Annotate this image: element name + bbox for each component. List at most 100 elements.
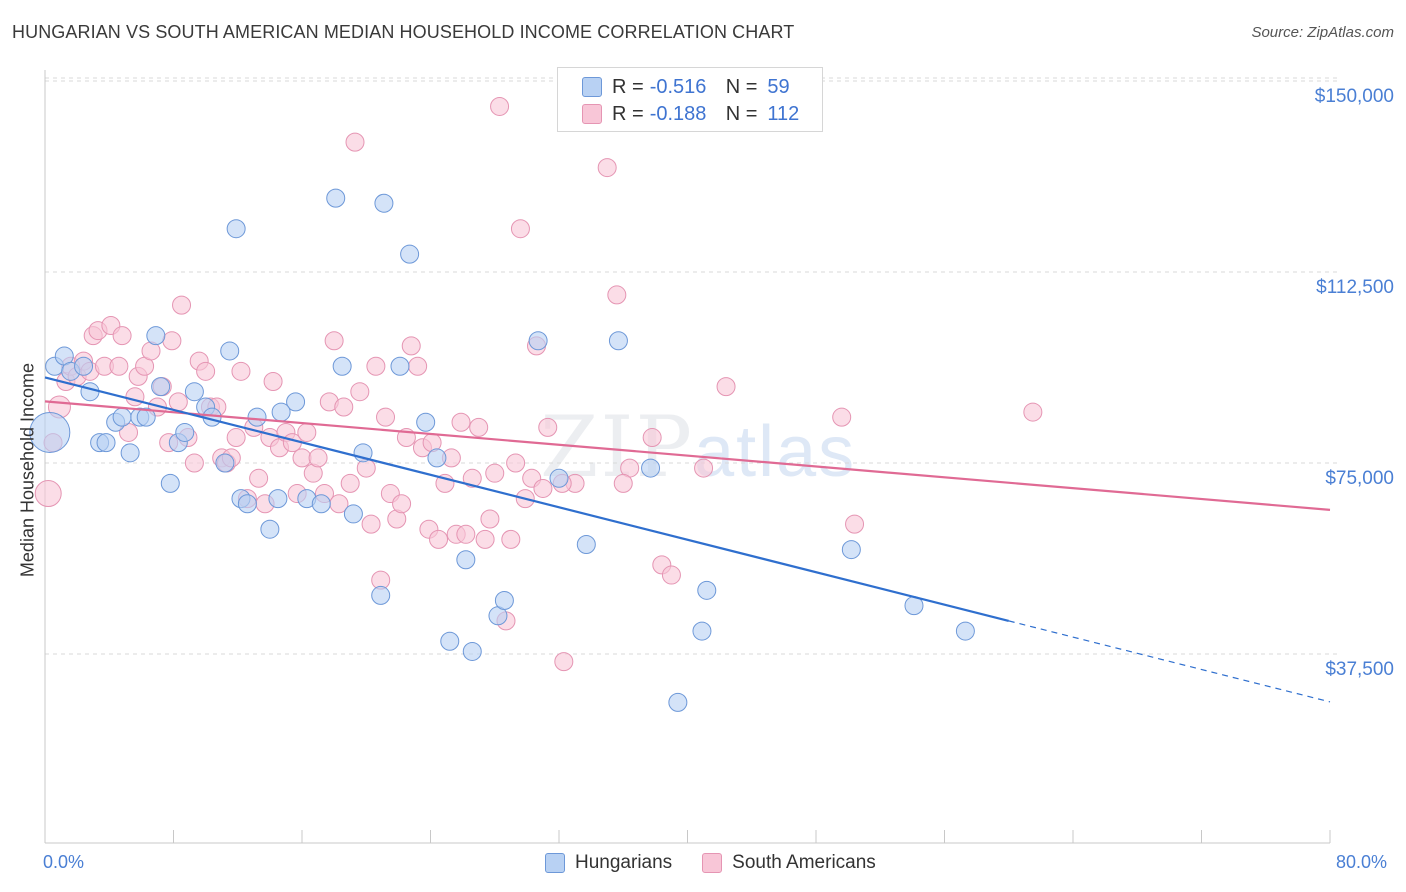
- south-americans-point: [533, 478, 553, 498]
- legend-r-value: -0.516: [649, 75, 707, 98]
- legend-row-hungarians: R = -0.516 N = 59: [558, 75, 790, 99]
- south-americans-point: [297, 422, 317, 442]
- hungarians-point: [427, 448, 447, 468]
- hungarians-legend-label: Hungarians: [575, 852, 673, 873]
- hungarians-point: [286, 392, 306, 412]
- hungarians-point: [440, 631, 460, 651]
- axes: [44, 70, 1331, 844]
- hungarians-point: [311, 494, 331, 514]
- south-americans-point: [292, 448, 312, 468]
- legend-r-label: R =: [612, 102, 644, 125]
- hungarians-point: [29, 411, 71, 453]
- south-americans-point: [184, 453, 204, 473]
- hungarians-point: [271, 402, 291, 422]
- hungarians-point: [96, 433, 116, 453]
- y-tick-75000: $75,000: [1325, 468, 1394, 489]
- hungarians-point: [74, 356, 94, 376]
- south-americans-point: [661, 565, 681, 585]
- hungarians-point: [80, 382, 100, 402]
- hungarians-point: [151, 377, 171, 397]
- hungarians-point: [576, 534, 596, 554]
- south-americans-point: [324, 331, 344, 351]
- legend-r-value: -0.188: [649, 102, 707, 125]
- south-americans-point: [480, 509, 500, 529]
- south-americans-legend-swatch: [702, 853, 723, 873]
- hungarians-point: [237, 494, 257, 514]
- y-tick-37500: $37,500: [1325, 659, 1394, 680]
- hungarians-point: [343, 504, 363, 524]
- south-americans-point: [376, 407, 396, 427]
- hungarians-point: [268, 489, 288, 509]
- series-legend: Hungarians South Americans: [545, 852, 876, 874]
- watermark-atlas: atlas: [694, 412, 857, 492]
- south-americans-point: [401, 336, 421, 356]
- hungarians-point: [112, 407, 132, 427]
- hungarians-point: [184, 382, 204, 402]
- south-americans-point: [392, 494, 412, 514]
- hungarians-swatch: [582, 77, 602, 97]
- stats-legend: R = -0.516 N = 59 R = -0.188 N = 112: [557, 67, 823, 132]
- hungarians-point: [549, 468, 569, 488]
- hungarians-point: [160, 473, 180, 493]
- south-americans-point: [469, 417, 489, 437]
- hungarians-point: [608, 331, 628, 351]
- hungarians-point: [494, 591, 514, 611]
- south-americans-point: [334, 397, 354, 417]
- south-americans-point: [226, 428, 246, 448]
- hungarians-point: [226, 219, 246, 239]
- y-tick-112500: $112,500: [1316, 277, 1394, 298]
- hungarians-point: [215, 453, 235, 473]
- south-americans-point: [613, 473, 633, 493]
- south-americans-point: [34, 480, 62, 508]
- south-americans-point: [263, 372, 283, 392]
- south-americans-point: [832, 407, 852, 427]
- south-americans-point: [308, 448, 328, 468]
- south-americans-legend-label: South Americans: [732, 852, 876, 873]
- hungarians-point: [456, 550, 476, 570]
- hungarians-point: [841, 540, 861, 560]
- south-americans-point: [168, 392, 188, 412]
- hungarians-point: [220, 341, 240, 361]
- hungarians-point: [400, 244, 420, 264]
- hungarians-point: [668, 692, 688, 712]
- hungarians-point: [260, 519, 280, 539]
- x-tick-max: 80.0%: [1336, 852, 1388, 872]
- hungarians-point: [120, 443, 140, 463]
- south-americans-point: [538, 417, 558, 437]
- south-americans-swatch: [582, 104, 602, 124]
- hungarians-point: [692, 621, 712, 641]
- legend-row-south-americans: R = -0.188 N = 112: [558, 102, 799, 126]
- y-axis-title: Median Household Income: [17, 362, 38, 578]
- hungarians-point: [528, 331, 548, 351]
- hungarians-point: [371, 585, 391, 605]
- south-americans-point: [642, 428, 662, 448]
- south-americans-point: [501, 529, 521, 549]
- south-americans-point: [112, 326, 132, 346]
- chart-title: HUNGARIAN VS SOUTH AMERICAN MEDIAN HOUSE…: [12, 22, 795, 42]
- legend-n-label: N =: [725, 75, 758, 98]
- south-americans-trend-line: [44, 400, 1331, 511]
- x-tick-min: 0.0%: [43, 852, 85, 872]
- south-americans-point: [485, 463, 505, 483]
- hungarians-point: [374, 193, 394, 213]
- south-americans-point: [196, 361, 216, 381]
- hungarians-point: [332, 356, 352, 376]
- south-americans-point: [408, 356, 428, 376]
- south-americans-point: [456, 524, 476, 544]
- south-americans-point: [554, 652, 574, 672]
- hungarians-trend-line: [44, 376, 1010, 622]
- south-americans-point: [490, 96, 510, 116]
- south-americans-point: [366, 356, 386, 376]
- south-americans-point: [361, 514, 381, 534]
- hungarians-point: [697, 580, 717, 600]
- south-americans-point: [340, 473, 360, 493]
- hungarians-point: [390, 356, 410, 376]
- hungarians-point: [326, 188, 346, 208]
- hungarians-trend-extension: [1008, 620, 1331, 703]
- south-americans-point: [597, 158, 617, 178]
- south-americans-point: [172, 295, 192, 315]
- south-americans-point: [451, 412, 471, 432]
- hungarians-point: [146, 326, 166, 346]
- trend-lines: [44, 376, 1331, 703]
- hungarians-point: [641, 458, 661, 478]
